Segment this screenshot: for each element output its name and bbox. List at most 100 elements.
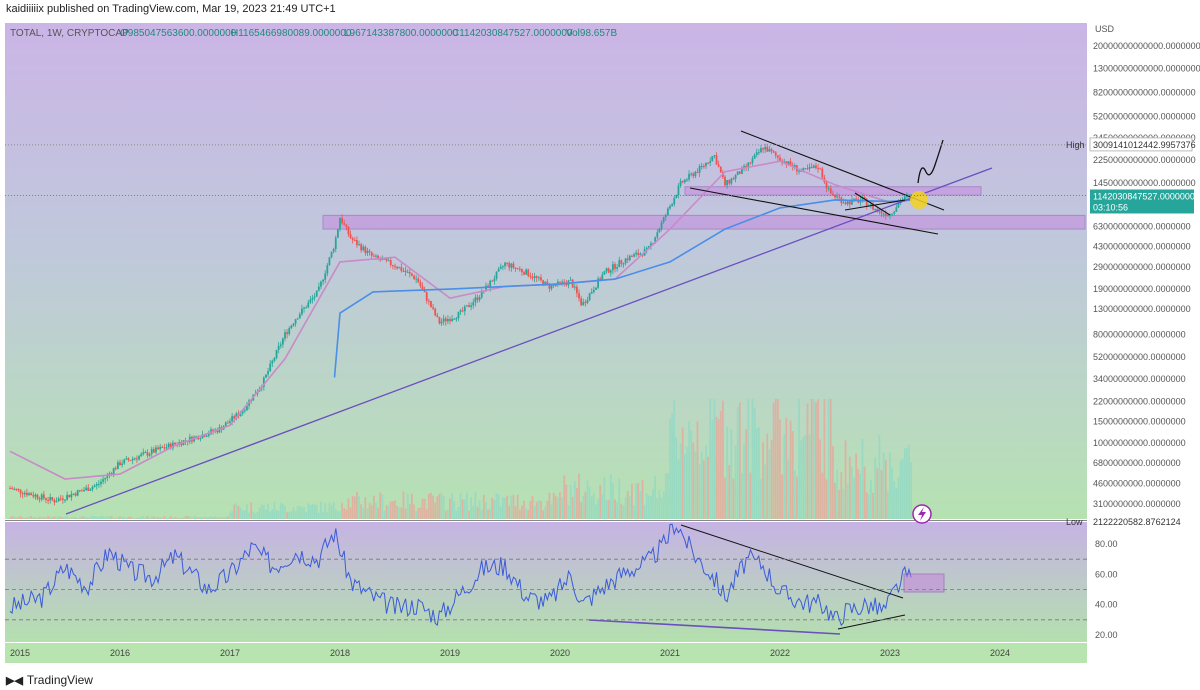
candle-body: [711, 156, 714, 162]
candle-body: [317, 286, 320, 291]
candle-body: [544, 281, 547, 286]
candle-body: [910, 194, 913, 196]
volume-bar: [446, 509, 449, 519]
volume-bar: [127, 516, 130, 519]
candle-body: [540, 277, 542, 281]
candle-body: [315, 290, 318, 297]
volume-bar: [711, 419, 714, 519]
volume-bar: [148, 517, 151, 519]
volume-bar: [102, 516, 104, 519]
volume-bar: [823, 399, 826, 519]
volume-bar: [320, 501, 322, 519]
volume-bar: [237, 505, 240, 519]
volume-bar: [504, 497, 506, 519]
volume-bar: [391, 501, 394, 519]
candle-body: [199, 438, 202, 440]
volume-bar: [696, 421, 699, 519]
candle-body: [324, 273, 327, 280]
candle-body: [366, 250, 369, 254]
volume-bar: [269, 511, 272, 519]
candle-body: [895, 207, 898, 212]
volume-bar: [810, 399, 813, 519]
candle-body: [836, 196, 839, 198]
volume-bar: [848, 456, 851, 519]
candle-body: [28, 493, 30, 496]
candle-body: [647, 245, 650, 248]
close-value: C1142030847527.0000000: [452, 28, 573, 39]
candle-body: [755, 152, 758, 155]
candle-body: [116, 462, 119, 470]
candle-body: [624, 258, 627, 264]
volume-bar: [277, 510, 280, 519]
candle-body: [709, 161, 712, 164]
time-tick-label: 2017: [220, 648, 240, 658]
candle-body: [9, 488, 11, 490]
volume-bar: [724, 477, 726, 519]
candle-body: [161, 446, 164, 448]
volume-bar: [13, 516, 16, 519]
volume-bar: [402, 491, 405, 519]
candle-body: [106, 474, 109, 478]
candle-body: [468, 305, 470, 307]
candle-body: [303, 307, 305, 309]
candle-body: [673, 198, 676, 205]
candle-body: [770, 149, 773, 152]
volume-bar: [180, 518, 183, 519]
candle-body: [150, 449, 153, 454]
candle-body: [734, 175, 737, 179]
lightning-icon[interactable]: [912, 504, 932, 524]
volume-bar: [64, 516, 66, 519]
volume-bar: [140, 516, 143, 519]
volume-bar: [565, 484, 568, 519]
volume-bar: [535, 501, 538, 519]
price-tick-label: 15000000000.0000000: [1093, 417, 1186, 427]
candle-body: [87, 487, 90, 491]
candle-body: [903, 196, 906, 200]
volume-bar: [631, 483, 633, 519]
candle-body: [83, 489, 85, 491]
volume-bar: [19, 515, 22, 519]
volume-bar: [290, 511, 293, 519]
price-tick-label: 52000000000.0000000: [1093, 352, 1186, 362]
volume-bar: [415, 510, 418, 519]
rsi-tick-label: 40.00: [1095, 600, 1118, 610]
candle-body: [358, 244, 360, 246]
volume-bar: [512, 494, 515, 519]
candle-body: [865, 198, 868, 206]
candle-body: [305, 307, 308, 309]
candle-body: [356, 240, 358, 246]
candle-body: [882, 213, 885, 215]
volume-bar: [59, 517, 62, 519]
volume-bar: [768, 449, 771, 519]
candle-body: [85, 487, 88, 490]
volume-bar: [248, 512, 250, 519]
volume-bar: [150, 516, 153, 519]
volume-bar: [567, 505, 570, 519]
volume-bar: [908, 445, 910, 519]
volume-bar: [425, 508, 428, 519]
brand-label: TradingView: [26, 673, 93, 687]
volume-bar: [74, 517, 77, 519]
price-tick-label: 6800000000.0000000: [1093, 458, 1181, 468]
candle-body: [662, 217, 665, 223]
candle-body: [874, 208, 877, 210]
volume-bar: [188, 516, 191, 519]
candle-body: [576, 286, 578, 294]
candle-body: [133, 458, 136, 460]
candle-body: [671, 204, 674, 207]
volume-bar: [755, 428, 758, 519]
candle-body: [72, 493, 75, 495]
candle-body: [61, 498, 64, 500]
volume-bar: [633, 505, 635, 519]
volume-bar: [677, 459, 680, 519]
candle-body: [136, 458, 138, 460]
volume-bar: [108, 516, 111, 519]
candle-body: [658, 228, 661, 233]
candle-body: [336, 229, 339, 238]
candle-body: [277, 346, 280, 350]
candle-body: [290, 325, 293, 329]
volume-bar: [779, 419, 781, 519]
candle-body: [148, 453, 151, 456]
rsi-tick-label: 60.00: [1095, 569, 1118, 579]
